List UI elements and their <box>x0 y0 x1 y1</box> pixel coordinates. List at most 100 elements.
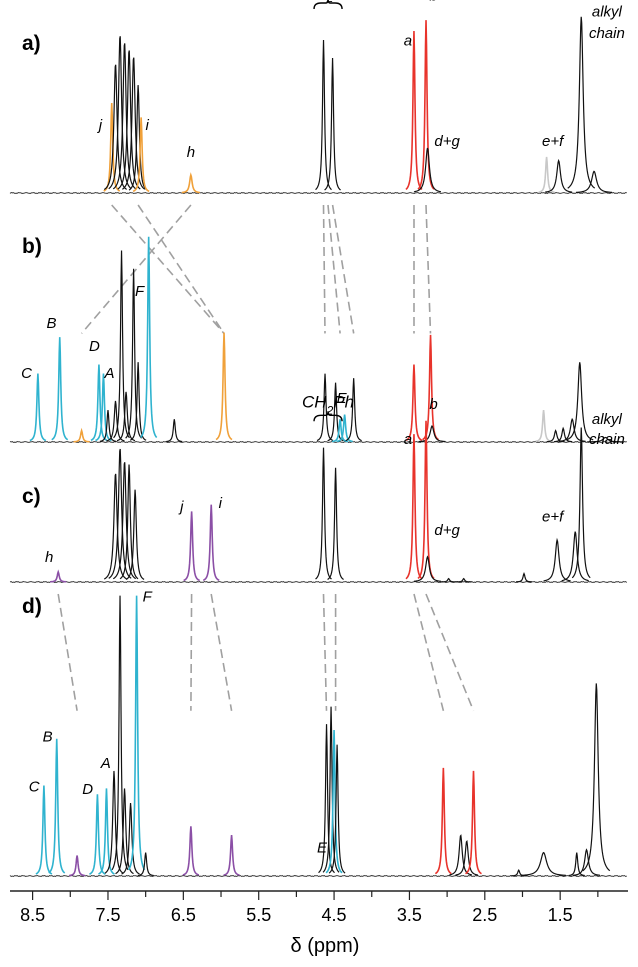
peak <box>582 683 611 872</box>
peak-label: A <box>100 755 111 772</box>
peak-label: CH2Ph <box>302 392 354 417</box>
peak <box>405 364 423 442</box>
peak <box>465 770 482 875</box>
peak <box>336 414 353 443</box>
panel-label: c) <box>22 485 41 508</box>
peak-label: a <box>404 431 412 448</box>
brace-mark <box>313 411 343 422</box>
x-tick-label: 2.5 <box>472 905 497 925</box>
peak-label: CH2Ph <box>302 0 354 5</box>
x-tick-label: 1.5 <box>548 905 573 925</box>
peak <box>119 464 139 580</box>
x-tick-label: 4.5 <box>322 905 347 925</box>
peak <box>127 595 146 871</box>
peak <box>132 117 150 193</box>
peak <box>331 419 349 443</box>
peak <box>103 64 128 191</box>
peak <box>112 462 137 580</box>
peak <box>554 426 573 443</box>
peak-label: E <box>337 390 348 407</box>
correlation-line <box>210 593 233 711</box>
peak <box>89 794 106 875</box>
correlation-line <box>80 204 192 334</box>
x-axis-title: δ (ppm) <box>291 935 360 957</box>
peak <box>515 571 533 583</box>
peak <box>520 851 567 876</box>
correlation-lines <box>57 204 475 712</box>
correlation-line <box>331 204 355 334</box>
peak <box>108 36 132 190</box>
spectrum-panel-b <box>9 236 627 443</box>
peak <box>99 410 117 442</box>
peak-label: i <box>145 117 149 134</box>
peak-label: D <box>82 781 93 798</box>
peak <box>140 236 158 438</box>
correlation-line <box>57 593 78 711</box>
peak <box>417 20 435 190</box>
x-tick-label: 5.5 <box>246 905 271 925</box>
peak-label: alkyl <box>592 4 623 21</box>
peak <box>182 826 200 876</box>
peak <box>417 420 435 580</box>
panel-label: b) <box>22 235 42 258</box>
peak <box>413 555 442 582</box>
peak <box>103 102 121 192</box>
baseline-trace <box>9 192 627 194</box>
peak <box>328 744 346 874</box>
peak <box>545 158 573 193</box>
x-axis: 8.5 7.5 6.5 5.5 4.5 3.5 2.5 1.5 δ (ppm) <box>10 890 628 957</box>
peak-label: e+f <box>542 133 565 150</box>
peak-label: B <box>46 315 56 332</box>
peak <box>455 840 479 876</box>
peak <box>223 835 240 876</box>
peak-label: d+g <box>434 522 460 539</box>
peak <box>137 852 154 877</box>
peak <box>29 373 47 442</box>
peak <box>434 767 452 875</box>
correlation-line <box>425 204 432 334</box>
peak <box>50 569 67 583</box>
peak <box>166 419 183 443</box>
peak <box>121 803 140 875</box>
correlation-line <box>137 204 225 334</box>
peak <box>587 436 624 443</box>
peak <box>48 738 66 874</box>
peak <box>413 147 442 193</box>
peak-label: b <box>429 0 437 4</box>
x-tick-label: 3.5 <box>397 905 422 925</box>
peak <box>215 332 233 441</box>
spectra <box>9 16 628 877</box>
peak <box>129 362 147 441</box>
peak-label: C <box>29 778 40 795</box>
peak <box>95 373 112 442</box>
peak <box>112 43 137 190</box>
peak <box>315 447 332 580</box>
peak <box>325 729 343 874</box>
correlation-line <box>425 593 475 712</box>
peak <box>128 85 148 191</box>
correlation-line <box>322 204 326 334</box>
baseline-trace <box>9 441 627 443</box>
peak-label: C <box>21 365 32 382</box>
peak <box>115 788 134 875</box>
peak <box>455 577 472 583</box>
peak-label: h <box>187 144 195 161</box>
peak <box>104 770 124 874</box>
spectrum-panel-a <box>9 16 627 194</box>
x-tick-label: 8.5 <box>20 905 45 925</box>
peak-label: i <box>219 495 223 512</box>
peak-label: h <box>45 549 53 566</box>
peak <box>535 409 552 443</box>
peak <box>113 250 130 439</box>
peak-label: F <box>143 589 153 606</box>
peak <box>315 39 332 191</box>
peak-label: chain <box>589 25 625 42</box>
spectrum-panel-d <box>9 595 627 877</box>
peak <box>324 57 341 191</box>
peak <box>121 57 146 190</box>
peak <box>327 467 344 580</box>
correlation-line <box>111 204 225 334</box>
peak <box>561 531 589 582</box>
peak-label: d+g <box>434 133 460 150</box>
